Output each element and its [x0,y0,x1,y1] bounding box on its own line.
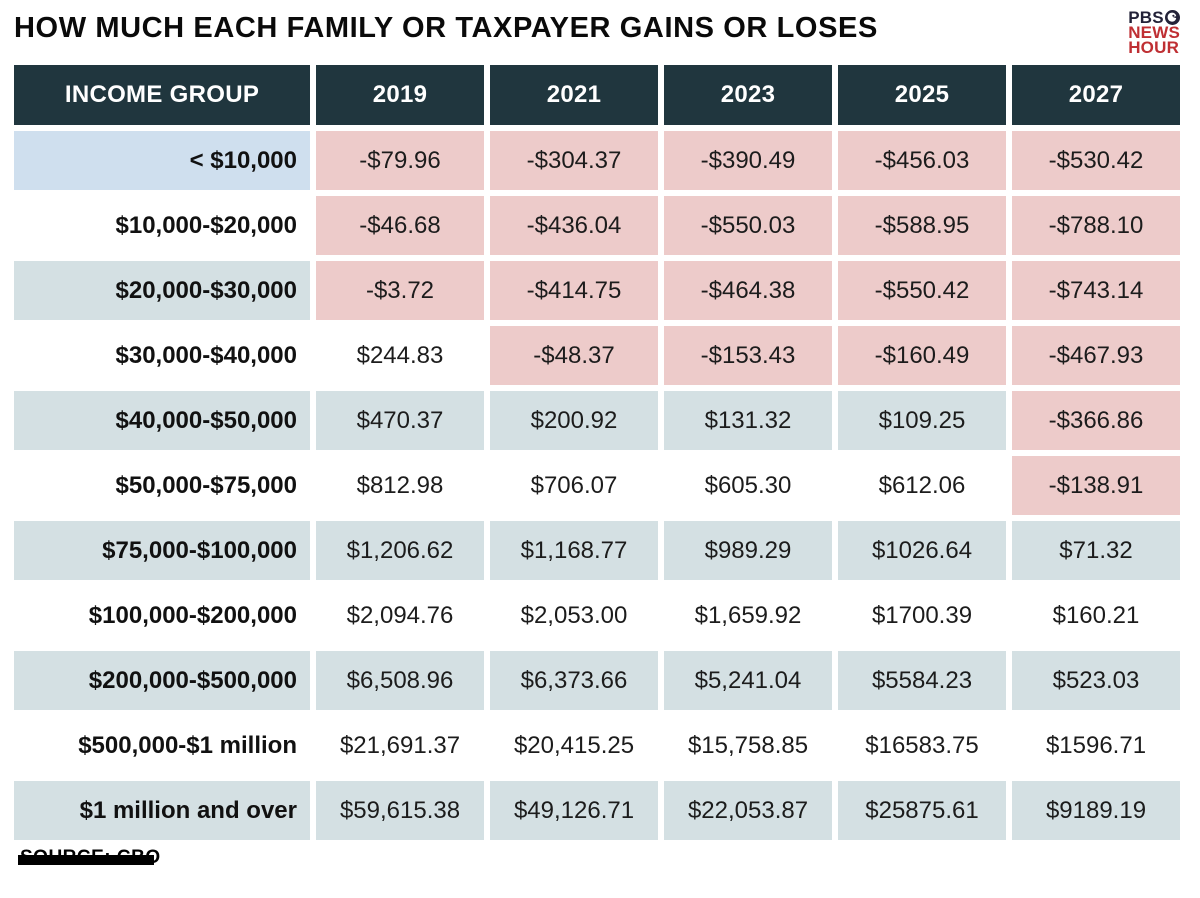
value-cell: $59,615.38 [316,781,484,840]
masthead: HOW MUCH EACH FAMILY OR TAXPAYER GAINS O… [14,8,1180,65]
value-cell: $5,241.04 [664,651,832,710]
row-label-cell: $1 million and over [14,781,310,840]
value-cell: -$160.49 [838,326,1006,385]
value-cell: -$456.03 [838,131,1006,190]
value-cell: $812.98 [316,456,484,515]
value-cell: $612.06 [838,456,1006,515]
row-label-cell: $40,000-$50,000 [14,391,310,450]
value-cell: -$788.10 [1012,196,1180,255]
value-cell: $25875.61 [838,781,1006,840]
value-cell: $2,094.76 [316,586,484,645]
logo-pbs-line: PBS [1128,8,1180,27]
page-title: HOW MUCH EACH FAMILY OR TAXPAYER GAINS O… [14,12,878,44]
logo-hour: HOUR [1128,38,1180,57]
value-cell: -$48.37 [490,326,658,385]
row-label-cell: < $10,000 [14,131,310,190]
value-cell: $2,053.00 [490,586,658,645]
value-cell: $22,053.87 [664,781,832,840]
value-cell: $6,508.96 [316,651,484,710]
value-cell: $1700.39 [838,586,1006,645]
value-cell: -$530.42 [1012,131,1180,190]
row-label-cell: $500,000-$1 million [14,716,310,775]
value-cell: -$588.95 [838,196,1006,255]
value-cell: $16583.75 [838,716,1006,775]
value-cell: -$550.03 [664,196,832,255]
value-cell: -$464.38 [664,261,832,320]
column-header-cell: 2027 [1012,65,1180,125]
value-cell: $706.07 [490,456,658,515]
column-header-cell: 2019 [316,65,484,125]
row-label-cell: $50,000-$75,000 [14,456,310,515]
value-cell: $1026.64 [838,521,1006,580]
value-cell: $1,659.92 [664,586,832,645]
pbs-newshour-logo: PBS NEWS HOUR [1128,8,1180,57]
value-cell: $5584.23 [838,651,1006,710]
row-label-cell: $75,000-$100,000 [14,521,310,580]
value-cell: -$436.04 [490,196,658,255]
value-cell: -$414.75 [490,261,658,320]
value-cell: $131.32 [664,391,832,450]
value-cell: $49,126.71 [490,781,658,840]
row-label-cell: $200,000-$500,000 [14,651,310,710]
value-cell: $1596.71 [1012,716,1180,775]
value-cell: $1,168.77 [490,521,658,580]
column-header-cell: 2023 [664,65,832,125]
value-cell: -$153.43 [664,326,832,385]
value-cell: -$3.72 [316,261,484,320]
value-cell: $71.32 [1012,521,1180,580]
value-cell: $470.37 [316,391,484,450]
logo-news: NEWS [1128,23,1180,42]
value-cell: -$304.37 [490,131,658,190]
value-cell: -$390.49 [664,131,832,190]
source-line: SOURCE: CBO [18,847,1180,869]
value-cell: -$366.86 [1012,391,1180,450]
value-cell: $6,373.66 [490,651,658,710]
value-cell: $244.83 [316,326,484,385]
data-table: INCOME GROUP 2019 2021 2023 2025 2027 < $10,00… [14,65,1180,840]
pbs-logo-icon [1164,10,1180,25]
value-cell: $200.92 [490,391,658,450]
row-label-cell: $30,000-$40,000 [14,326,310,385]
row-label-cell: $20,000-$30,000 [14,261,310,320]
value-cell: $21,691.37 [316,716,484,775]
row-label-cell: $100,000-$200,000 [14,586,310,645]
value-cell: $9189.19 [1012,781,1180,840]
value-cell: $605.30 [664,456,832,515]
value-cell: $20,415.25 [490,716,658,775]
source-text: SOURCE: CBO [18,847,161,868]
column-header-cell: 2021 [490,65,658,125]
value-cell: -$467.93 [1012,326,1180,385]
pbs-wordmark: PBS [1128,8,1164,27]
value-cell: $1,206.62 [316,521,484,580]
value-cell: -$138.91 [1012,456,1180,515]
value-cell: $523.03 [1012,651,1180,710]
value-cell: -$743.14 [1012,261,1180,320]
column-header-cell: 2025 [838,65,1006,125]
column-header-cell: INCOME GROUP [14,65,310,125]
value-cell: -$79.96 [316,131,484,190]
value-cell: $989.29 [664,521,832,580]
infographic: HOW MUCH EACH FAMILY OR TAXPAYER GAINS O… [14,8,1180,869]
value-cell: -$46.68 [316,196,484,255]
value-cell: $160.21 [1012,586,1180,645]
row-label-cell: $10,000-$20,000 [14,196,310,255]
value-cell: $15,758.85 [664,716,832,775]
value-cell: -$550.42 [838,261,1006,320]
value-cell: $109.25 [838,391,1006,450]
